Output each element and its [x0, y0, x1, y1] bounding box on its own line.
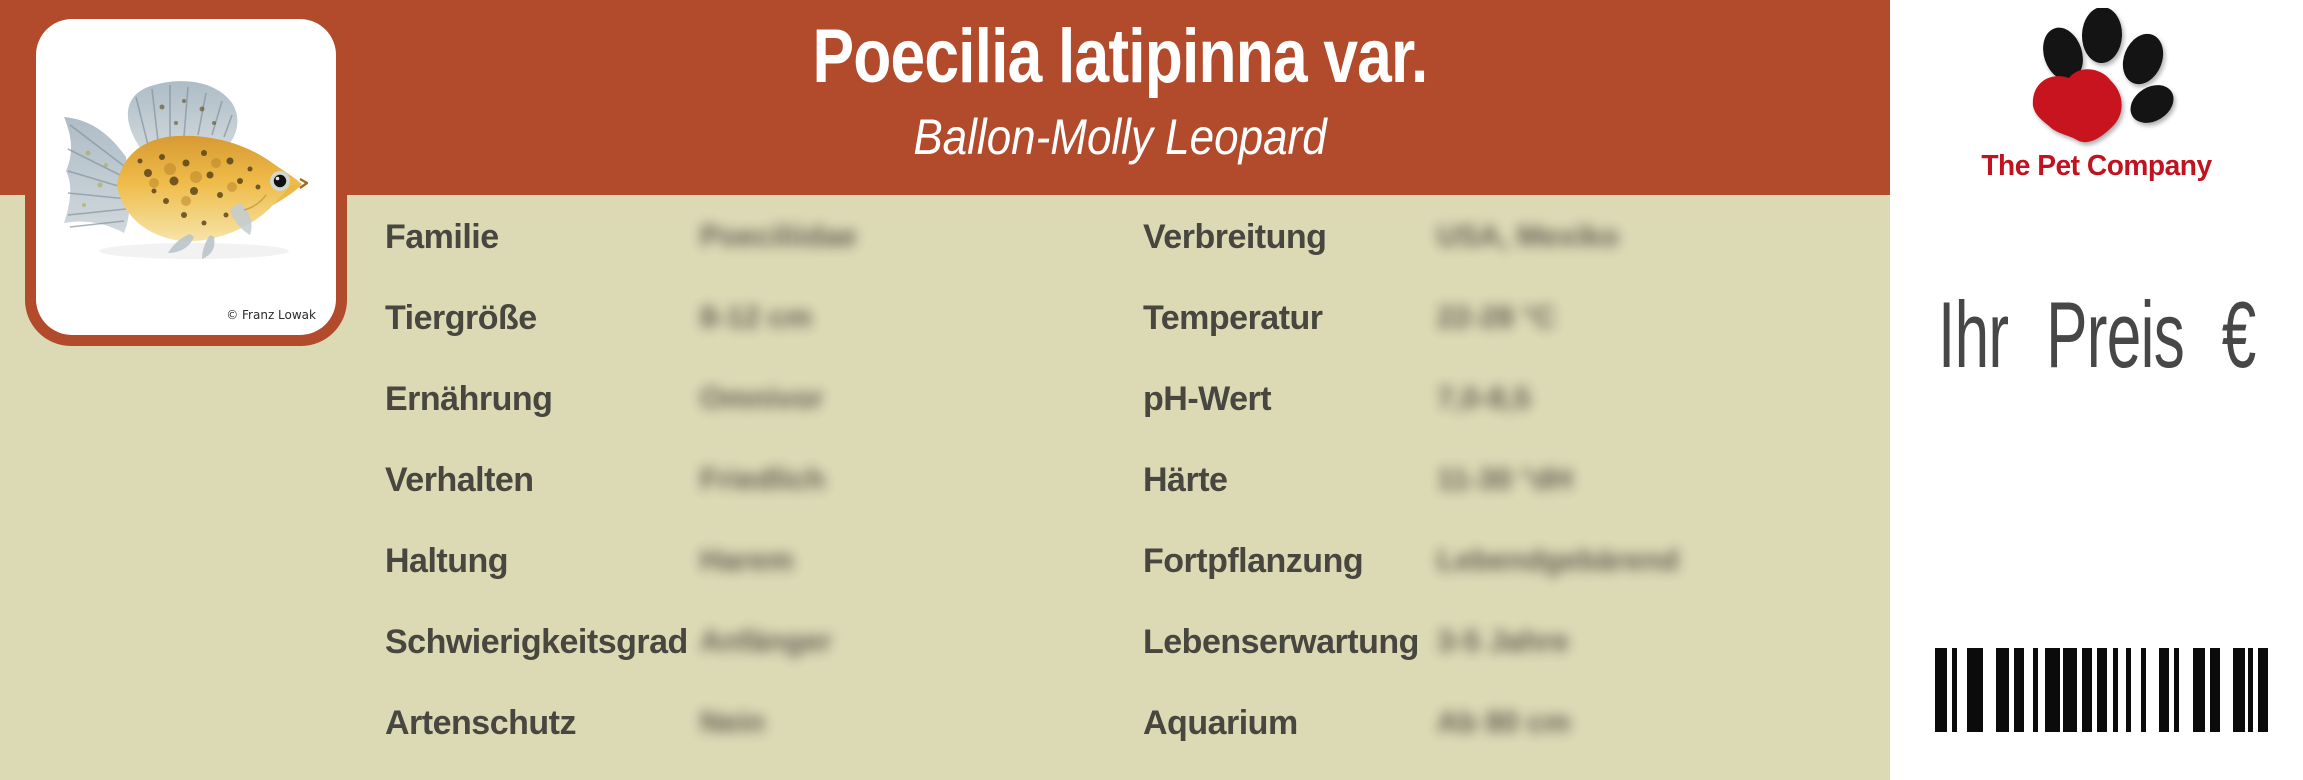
spec-value: Anfänger	[700, 625, 832, 658]
barcode-bar	[2193, 648, 2205, 732]
spec-value: 8-12 cm	[700, 301, 812, 334]
paw-print-icon	[2032, 8, 2174, 143]
barcode-gap	[2220, 648, 2233, 732]
barcode-bar	[2126, 648, 2131, 732]
barcode-bar	[2233, 648, 2245, 732]
barcode-bar	[2258, 648, 2268, 732]
barcode-gap	[1957, 648, 1967, 732]
spec-label: Härte	[1143, 461, 1228, 499]
barcode-bar	[2141, 648, 2146, 732]
barcode-bar	[2063, 648, 2077, 732]
spec-value: Omnivor	[700, 382, 824, 415]
spec-value: 22-28 °C	[1437, 301, 1556, 334]
spec-label: Artenschutz	[385, 704, 576, 742]
spec-value: Nein	[700, 706, 766, 739]
spec-label: Fortpflanzung	[1143, 542, 1364, 580]
fish-photo	[64, 81, 309, 259]
spec-label: Verbreitung	[1143, 218, 1327, 256]
spec-label: Ernährung	[385, 380, 553, 418]
barcode-bar	[2033, 648, 2038, 732]
spec-label: Aquarium	[1143, 704, 1298, 742]
photo-card: © Franz Lowak	[25, 8, 347, 346]
spec-value: Harem	[700, 544, 794, 577]
barcode-bar	[2097, 648, 2107, 732]
spec-label: pH-Wert	[1143, 380, 1272, 418]
barcode-bar	[1952, 648, 1957, 732]
species-common-name: Ballon-Molly Leopard	[913, 109, 1327, 165]
photo-credit: © Franz Lowak	[226, 308, 316, 322]
barcode-gap	[2038, 648, 2045, 732]
barcode-bar	[2159, 648, 2169, 732]
barcode-bar	[2082, 648, 2092, 732]
title-block: Poecilia latipinna var. Ballon-Molly Leo…	[350, 14, 1890, 166]
barcode-gap	[1983, 648, 1996, 732]
barcode-gap	[2179, 648, 2193, 732]
brand-name: The Pet Company	[1981, 150, 2212, 182]
barcode-bar	[2113, 648, 2118, 732]
spec-value: Poeciliidae	[700, 220, 857, 253]
spec-value: USA, Mexiko	[1437, 220, 1619, 253]
spec-value: 3-5 Jahre	[1437, 625, 1569, 658]
barcode	[1935, 648, 2268, 732]
barcode-bar	[2014, 648, 2024, 732]
spec-label: Lebenserwartung	[1143, 623, 1419, 661]
spec-label: Verhalten	[385, 461, 534, 499]
barcode-bar	[1967, 648, 1983, 732]
photo-card-inner: © Franz Lowak	[36, 19, 336, 335]
barcode-bar	[1996, 648, 2009, 732]
barcode-bar	[2248, 648, 2253, 732]
spec-label: Schwierigkeitsgrad	[385, 623, 688, 661]
barcode-gap	[2131, 648, 2141, 732]
barcode-bar	[2210, 648, 2220, 732]
price-label: Ihr Preis €	[1938, 282, 2256, 387]
spec-value: 7,0-8,5	[1437, 382, 1531, 415]
barcode-gap	[2118, 648, 2126, 732]
barcode-bar	[2045, 648, 2060, 732]
spec-value: Friedlich	[700, 463, 826, 496]
barcode-bar	[2174, 648, 2179, 732]
spec-value: Lebendgebärend	[1437, 544, 1679, 577]
barcode-gap	[2146, 648, 2159, 732]
barcode-gap	[2024, 648, 2033, 732]
barcode-bar	[1935, 648, 1947, 732]
spec-label: Haltung	[385, 542, 509, 580]
spec-label: Familie	[385, 218, 499, 256]
spec-label: Temperatur	[1143, 299, 1323, 337]
species-scientific-name: Poecilia latipinna var.	[812, 14, 1429, 99]
spec-value: 11-30 °dH	[1437, 463, 1573, 496]
spec-value: Ab 80 cm	[1437, 706, 1571, 739]
spec-label: Tiergröße	[385, 299, 537, 337]
